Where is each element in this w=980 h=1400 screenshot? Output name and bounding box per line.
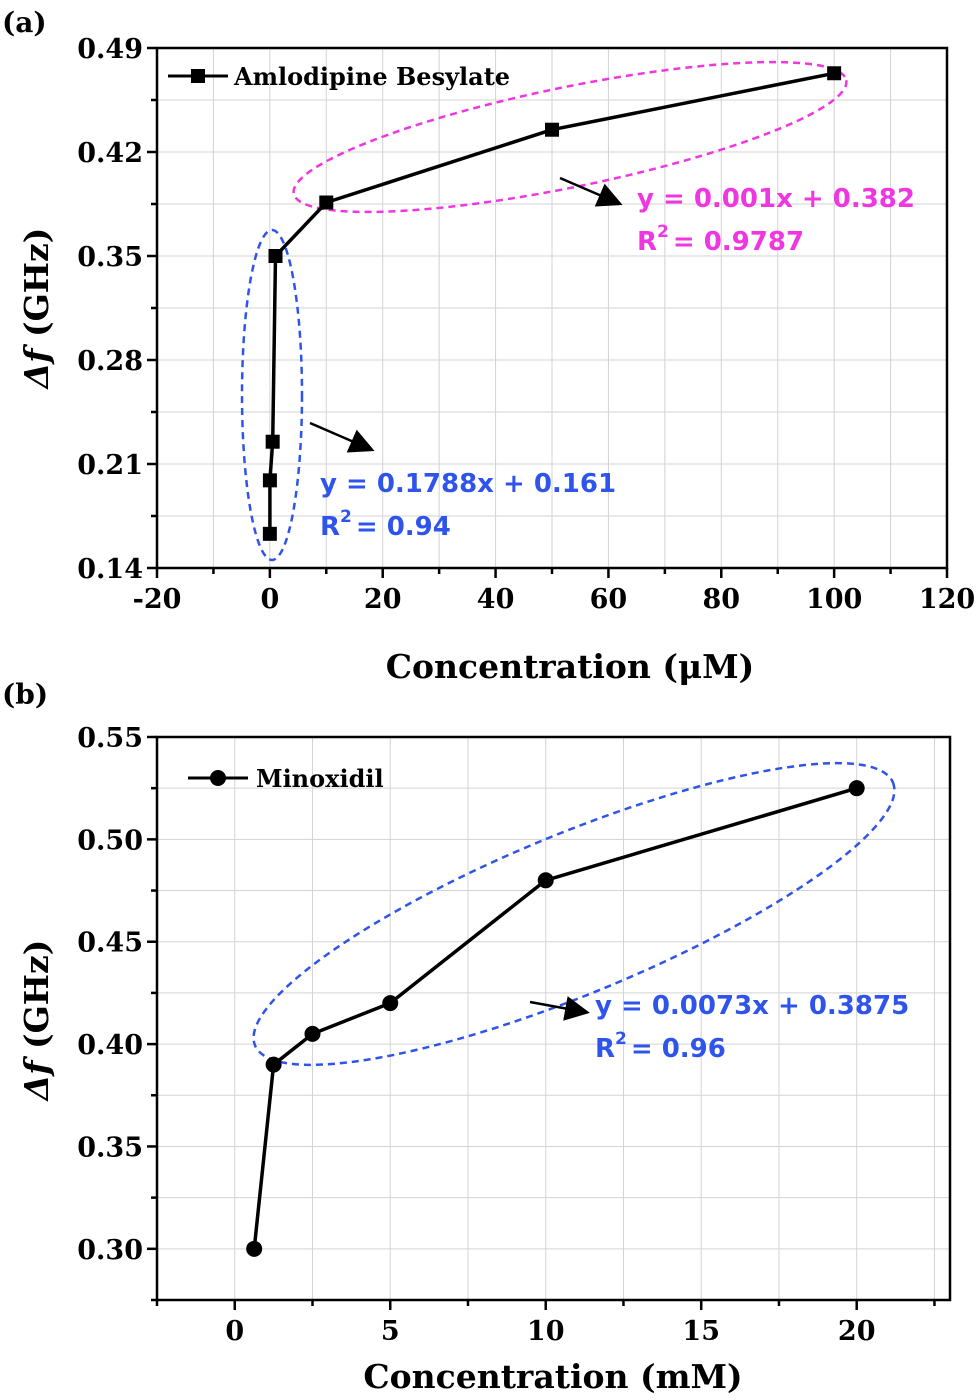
series-line-b <box>252 786 858 1249</box>
y-axis-symbol-b: Δf <box>17 1056 56 1103</box>
data-point-b <box>265 1056 282 1073</box>
x-axis-label-b: Concentration (mM) <box>363 1357 742 1396</box>
y-axis-symbol-a: Δf <box>17 344 56 391</box>
legend-marker-b <box>210 770 226 786</box>
data-point-a <box>262 473 277 488</box>
x-axis-label-a: Concentration (μM) <box>386 647 755 686</box>
fit-r2-high-a-sup: 2 <box>657 222 669 242</box>
data-point-b <box>304 1025 321 1042</box>
y-tick-label-b: 0.45 <box>77 928 143 959</box>
fit-r2-low-a-base: R <box>320 512 340 542</box>
data-point-b <box>848 780 865 797</box>
x-tick-label-a: 40 <box>477 584 515 615</box>
ticks-b: 0 5 10 15 20 0.30 0.35 0.40 0.45 0.50 0.55 <box>77 723 936 1347</box>
fit-ellipse-low-a <box>240 228 304 562</box>
chart-b: (b) 0 5 10 15 20 0.30 0.35 0.40 0.45 0.50 0.55 y =… <box>2 678 952 1396</box>
x-tick-label-a: 0 <box>260 584 279 615</box>
x-tick-label-b: 5 <box>381 1316 400 1347</box>
data-point-a <box>268 249 283 263</box>
x-tick-label-a: 100 <box>806 584 862 615</box>
fit-r2-b-base: R <box>595 1034 615 1064</box>
fit-equation-b: y = 0.0073x + 0.3875 <box>595 991 909 1021</box>
chart-a: (a) -20 0 20 40 60 80 100 120 0.14 0.21 0.28 0.35 0.… <box>2 6 975 686</box>
x-tick-label-b: 20 <box>838 1316 876 1347</box>
y-tick-label-a: 0.14 <box>77 554 143 585</box>
arrow-high-a <box>559 176 623 207</box>
fit-equation-high-a: y = 0.001x + 0.382 <box>637 184 915 214</box>
plot-frame-b <box>155 735 952 1302</box>
data-point-b <box>246 1240 263 1257</box>
data-point-a <box>545 122 559 137</box>
x-tick-label-a: 20 <box>364 584 402 615</box>
data-point-a <box>827 66 842 81</box>
x-tick-label-a: 60 <box>590 584 628 615</box>
grid-b <box>157 737 950 1300</box>
series-minoxidil <box>246 780 865 1257</box>
x-tick-label-a: -20 <box>133 584 182 615</box>
y-tick-label-b: 0.55 <box>77 723 143 754</box>
x-tick-label-a: 120 <box>919 584 975 615</box>
y-tick-label-b: 0.35 <box>77 1132 143 1163</box>
y-axis-unit-a: (GHz) <box>17 228 56 349</box>
fit-r2-high-a: R2 = 0.9787 <box>637 222 804 257</box>
legend-label-a: Amlodipine Besylate <box>233 62 510 91</box>
y-tick-label-a: 0.21 <box>77 450 143 481</box>
fit-r2-b-value: = 0.96 <box>631 1034 726 1064</box>
y-axis-label-a: Δf (GHz) <box>17 228 56 391</box>
x-tick-label-a: 80 <box>702 584 740 615</box>
arrow-b <box>529 996 590 1021</box>
y-tick-label-a: 0.35 <box>77 242 143 273</box>
fit-r2-high-a-value: = 0.9787 <box>673 227 804 257</box>
y-tick-label-b: 0.50 <box>77 825 143 856</box>
grid-a <box>157 48 947 568</box>
fit-r2-low-a: R2 = 0.94 <box>320 507 451 542</box>
y-tick-label-a: 0.49 <box>77 34 143 65</box>
fit-r2-b: R2 = 0.96 <box>595 1029 726 1064</box>
data-point-b <box>537 872 554 889</box>
fit-r2-high-a-base: R <box>637 227 657 257</box>
y-tick-label-b: 0.40 <box>77 1030 143 1061</box>
ticks-a: -20 0 20 40 60 80 100 120 0.14 0.21 0.28 0.35 0.42 0.… <box>77 34 975 615</box>
fit-equation-low-a: y = 0.1788x + 0.161 <box>320 469 616 499</box>
data-point-b <box>382 995 399 1012</box>
panel-label-a: (a) <box>2 6 47 39</box>
x-tick-label-b: 10 <box>527 1316 565 1347</box>
fit-r2-low-a-sup: 2 <box>340 507 352 527</box>
y-axis-unit-b: (GHz) <box>17 940 56 1061</box>
y-tick-label-b: 0.30 <box>77 1235 143 1266</box>
data-point-a <box>262 526 277 541</box>
data-point-a <box>265 434 280 449</box>
series-amlodipine <box>262 66 842 541</box>
arrow-low-a <box>309 421 375 453</box>
y-axis-label-b: Δf (GHz) <box>17 940 56 1103</box>
data-point-a <box>319 195 334 210</box>
x-tick-label-b: 0 <box>225 1316 244 1347</box>
fit-r2-low-a-value: = 0.94 <box>356 512 451 542</box>
panel-label-b: (b) <box>2 678 48 711</box>
fit-ellipse-b <box>252 761 896 1067</box>
y-tick-label-a: 0.28 <box>77 346 143 377</box>
legend-label-b: Minoxidil <box>256 764 384 793</box>
y-tick-label-a: 0.42 <box>77 138 143 169</box>
x-tick-label-b: 15 <box>682 1316 720 1347</box>
fit-r2-b-sup: 2 <box>615 1029 627 1049</box>
legend-marker-a <box>191 69 205 83</box>
